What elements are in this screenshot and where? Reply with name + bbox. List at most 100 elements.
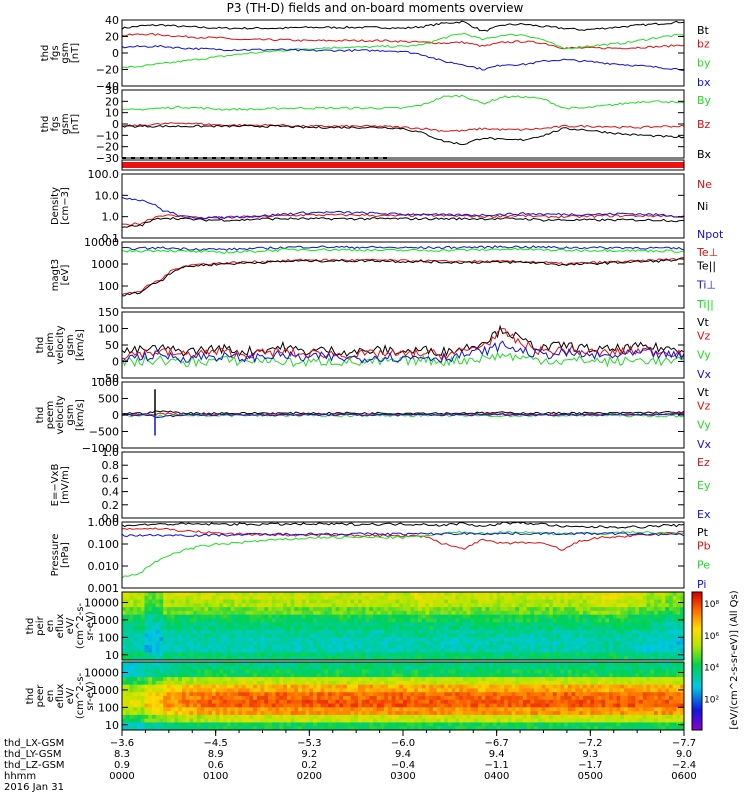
spectrogram-cell: [316, 680, 321, 686]
spectrogram-cell: [507, 673, 513, 678]
spectrogram-cell: [298, 618, 303, 623]
spectrogram-cell: [358, 692, 363, 697]
spectrogram-cell: [343, 665, 348, 670]
spectrogram-cell: [384, 665, 389, 670]
spectrogram-cell: [440, 673, 445, 678]
spectrogram-cell: [376, 711, 381, 716]
spectrogram-cell: [129, 684, 134, 689]
spectrogram-cell: [361, 595, 366, 600]
spectrogram-cell: [549, 603, 554, 608]
spectrogram-cell: [133, 692, 138, 697]
spectrogram-cell: [414, 648, 419, 653]
spectrogram-cell: [545, 592, 550, 597]
spectrogram-cell: [590, 637, 595, 642]
spectrogram-cell: [624, 633, 629, 638]
spectrogram-cell: [492, 633, 498, 638]
spectrogram-cell: [264, 652, 269, 657]
spectrogram-cell: [148, 644, 153, 650]
spectrogram-cell: [174, 592, 179, 597]
spectrogram-cell: [541, 622, 546, 627]
spectrogram-cell: [369, 656, 374, 661]
spectrogram-cell: [500, 726, 505, 731]
spectrogram-cell: [410, 677, 415, 682]
spectrogram-cell: [496, 652, 501, 657]
spectrogram-cell: [316, 656, 321, 661]
spectrogram-cell: [631, 614, 636, 619]
spectrogram-cell: [268, 610, 273, 616]
spectrogram-cell: [230, 644, 235, 650]
spectrogram-cell: [425, 711, 430, 716]
spectrogram-cell: [256, 688, 262, 693]
spectrogram-cell: [196, 726, 202, 731]
spectrogram-cell: [391, 607, 396, 612]
spectrogram-cell: [534, 607, 539, 612]
spectrogram-cell: [234, 595, 239, 600]
figure-title: P3 (TH-D) fields and on-board moments ov…: [226, 1, 524, 15]
spectrogram-cell: [268, 707, 273, 712]
spectrogram-cell: [148, 669, 153, 674]
spectrogram-cell: [571, 656, 576, 661]
spectrogram-cell: [241, 714, 247, 720]
spectrogram-cell: [545, 626, 550, 631]
spectrogram-cell: [275, 629, 280, 634]
spectrogram-cell: [496, 648, 501, 653]
spectrogram-cell: [144, 648, 149, 653]
spectrogram-cell: [654, 603, 659, 608]
spectrogram-cell: [500, 656, 505, 661]
spectrogram-cell: [264, 603, 269, 608]
spectrogram-cell: [181, 703, 187, 708]
spectrogram-cell: [676, 614, 681, 619]
spectrogram-cell: [350, 677, 355, 682]
spectrogram-cell: [196, 665, 202, 670]
spectrogram-cell: [590, 618, 595, 623]
spectrogram-cell: [552, 610, 558, 616]
spectrogram-cell: [178, 626, 183, 631]
spectrogram-cell: [144, 641, 149, 646]
spectrogram-cell: [492, 692, 498, 697]
spectrogram-cell: [537, 684, 543, 689]
spectrogram-cell: [309, 680, 314, 686]
spectrogram-cell: [361, 662, 366, 667]
spectrogram-cell: [485, 696, 490, 701]
spectrogram-cell: [406, 656, 411, 661]
spectrogram-cell: [373, 711, 378, 716]
spectrogram-cell: [564, 637, 569, 642]
spectrogram-cell: [238, 680, 243, 686]
spectrogram-cell: [500, 711, 505, 716]
spectrogram-cell: [519, 692, 524, 697]
spectrogram-cell: [275, 680, 280, 686]
spectrogram-cell: [122, 595, 127, 600]
spectrogram-cell: [414, 718, 419, 723]
spectrogram-cell: [582, 603, 587, 608]
spectrogram-cell: [313, 673, 318, 678]
spectrogram-cell: [455, 722, 460, 727]
spectrogram-cell: [264, 614, 269, 619]
spectrogram-cell: [406, 696, 411, 701]
spectrogram-cell: [283, 629, 288, 634]
spectrogram-cell: [193, 684, 198, 689]
spectrogram-cell: [313, 599, 318, 604]
spectrogram-cell: [279, 692, 284, 697]
spectrogram-cell: [403, 665, 408, 670]
spectrogram-cell: [410, 703, 415, 708]
spectrogram-cell: [208, 652, 213, 657]
spectrogram-cell: [440, 656, 445, 661]
spectrogram-cell: [492, 665, 498, 670]
spectrogram-cell: [444, 644, 449, 650]
spectrogram-cell: [181, 692, 187, 697]
spectrogram-cell: [635, 641, 640, 646]
spectrogram-cell: [223, 610, 228, 616]
spectrogram-cell: [181, 677, 187, 682]
spectrogram-cell: [151, 696, 157, 701]
spectrogram-cell: [174, 656, 179, 661]
spectrogram-cell: [440, 684, 445, 689]
spectrogram-cell: [279, 648, 284, 653]
spectrogram-cell: [279, 688, 284, 693]
spectrogram-cell: [140, 656, 145, 661]
spectrogram-cell: [541, 656, 546, 661]
spectrogram-cell: [264, 680, 269, 686]
spectrogram-cell: [196, 622, 202, 627]
spectrogram-cell: [283, 622, 288, 627]
spectrogram-cell: [234, 684, 239, 689]
spectrogram-cell: [358, 722, 363, 727]
